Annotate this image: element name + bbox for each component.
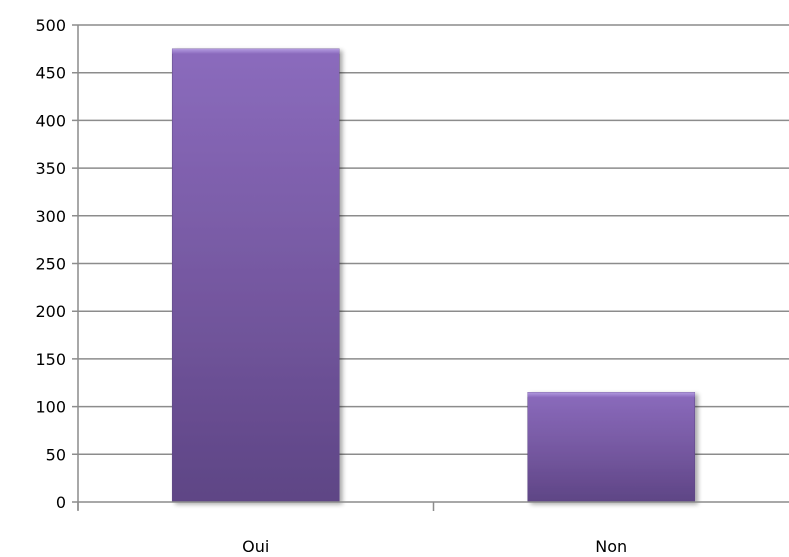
y-tick-label: 50 bbox=[46, 445, 66, 464]
bar-body bbox=[171, 48, 340, 503]
y-tick-label: 0 bbox=[56, 493, 66, 512]
y-tick-label: 450 bbox=[35, 64, 66, 83]
y-tick-label: 500 bbox=[35, 16, 66, 35]
y-tick-label: 400 bbox=[35, 111, 66, 130]
y-tick-label: 250 bbox=[35, 255, 66, 274]
y-tick-label: 200 bbox=[35, 302, 66, 321]
bar-oui bbox=[171, 48, 340, 503]
y-tick-label: 350 bbox=[35, 159, 66, 178]
x-category-label: Oui bbox=[242, 537, 269, 556]
y-tick-label: 100 bbox=[35, 398, 66, 417]
bar-body bbox=[527, 392, 696, 503]
axis-labels: 0 50 100 150 200 250 300 350 400 450 500 Oui Non bbox=[35, 16, 627, 556]
y-tick-label: 300 bbox=[35, 207, 66, 226]
bars bbox=[171, 48, 696, 503]
bar-top-highlight bbox=[527, 392, 695, 398]
axes bbox=[72, 25, 789, 511]
bar-top-highlight bbox=[172, 48, 340, 54]
bar-non bbox=[527, 392, 696, 503]
y-tick-label: 150 bbox=[35, 350, 66, 369]
x-category-label: Non bbox=[595, 537, 627, 556]
